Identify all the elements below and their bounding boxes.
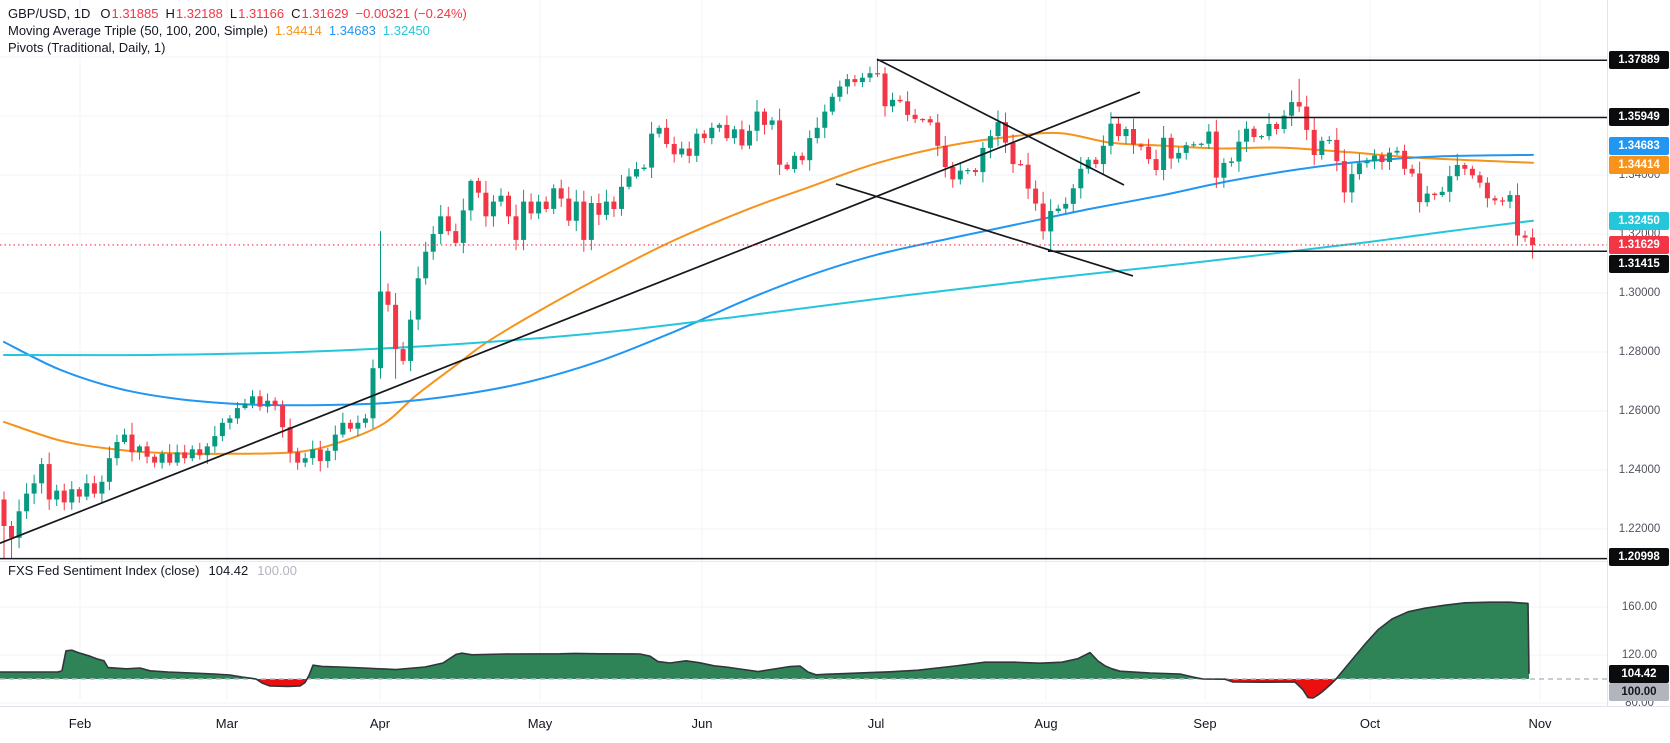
candles <box>1 60 1536 559</box>
close-value: 1.31629 <box>301 6 349 21</box>
low-label: L <box>229 6 238 21</box>
legend-block: GBP/USD, 1D O1.31885 H1.32188 L1.31166 C1.31… <box>8 5 467 56</box>
axis-price-badge: 100.00 <box>1609 683 1669 701</box>
axis-price-badge: 104.42 <box>1609 665 1669 683</box>
high-label: H <box>165 6 175 21</box>
price-axis-label: 1.28000 <box>1618 346 1661 358</box>
gridlines <box>0 0 1607 704</box>
open-label: O <box>100 6 111 21</box>
sentiment-axis-label: 160.00 <box>1621 601 1658 613</box>
ma-title: Moving Average Triple (50, 100, 200, Sim… <box>8 23 268 38</box>
ma50-value: 1.34414 <box>274 23 322 38</box>
month-label-feb: Feb <box>68 716 92 731</box>
trendline <box>876 58 1125 186</box>
month-label-jul: Jul <box>867 716 885 731</box>
month-label-oct: Oct <box>1359 716 1381 731</box>
ma-line-sma100 <box>3 153 1534 407</box>
chart-canvas[interactable] <box>0 0 1607 742</box>
month-label-aug: Aug <box>1034 716 1058 731</box>
ma-line-sma50 <box>3 131 1534 455</box>
axis-price-badge: 1.34414 <box>1609 156 1669 174</box>
pane-divider[interactable] <box>0 561 1670 562</box>
symbol-title: GBP/USD, 1D <box>8 6 91 21</box>
sentiment-value: 104.42 <box>208 563 249 578</box>
trendline <box>835 183 1134 277</box>
axis-price-badge: 1.20998 <box>1609 548 1669 566</box>
price-axis-label: 1.24000 <box>1618 464 1661 476</box>
pivots-legend-row[interactable]: Pivots (Traditional, Daily, 1) <box>8 39 467 56</box>
close-label: C <box>291 6 301 21</box>
sentiment-area-negative <box>0 679 1529 698</box>
high-value: 1.32188 <box>175 6 223 21</box>
price-axis-label: 1.22000 <box>1618 523 1661 535</box>
ma100-value: 1.34683 <box>328 23 376 38</box>
month-label-may: May <box>527 716 553 731</box>
time-axis[interactable]: Feb Mar Apr May Jun Jul Aug Sep Oct Nov <box>0 706 1670 743</box>
axis-price-badge: 1.31415 <box>1609 255 1669 273</box>
sentiment-axis-label: 120.00 <box>1621 649 1658 661</box>
sentiment-title: FXS Fed Sentiment Index (close) <box>8 563 200 578</box>
month-label-nov: Nov <box>1528 716 1552 731</box>
pivots-title: Pivots (Traditional, Daily, 1) <box>8 40 166 55</box>
ma-legend-row[interactable]: Moving Average Triple (50, 100, 200, Sim… <box>8 22 467 39</box>
month-label-jun: Jun <box>691 716 713 731</box>
ma-line-sma200 <box>3 219 1534 357</box>
change-value: −0.00321 (−0.24%) <box>355 6 467 21</box>
axis-price-badge: 1.31629 <box>1609 236 1669 254</box>
sentiment-baseline-value: 100.00 <box>257 563 298 578</box>
axis-price-badge: 1.37889 <box>1609 51 1669 69</box>
price-axis-label: 1.26000 <box>1618 405 1661 417</box>
month-label-mar: Mar <box>215 716 239 731</box>
low-value: 1.31166 <box>238 6 285 21</box>
axis-price-badge: 1.32450 <box>1609 212 1669 230</box>
open-value: 1.31885 <box>111 6 159 21</box>
axis-price-badge: 1.34683 <box>1609 137 1669 155</box>
month-label-apr: Apr <box>369 716 391 731</box>
price-axis-label: 1.30000 <box>1618 287 1661 299</box>
price-axis[interactable]: 1.34000 1.32000 1.30000 1.28000 1.26000 1.240… <box>1607 0 1670 742</box>
trendline <box>0 91 1141 544</box>
sentiment-legend-row[interactable]: FXS Fed Sentiment Index (close) 104.42 100… <box>8 563 297 579</box>
sentiment-line <box>0 601 1530 699</box>
axis-price-badge: 1.35949 <box>1609 108 1669 126</box>
month-label-sep: Sep <box>1193 716 1217 731</box>
symbol-legend-row[interactable]: GBP/USD, 1D O1.31885 H1.32188 L1.31166 C1.31… <box>8 5 467 22</box>
ma200-value: 1.32450 <box>382 23 430 38</box>
